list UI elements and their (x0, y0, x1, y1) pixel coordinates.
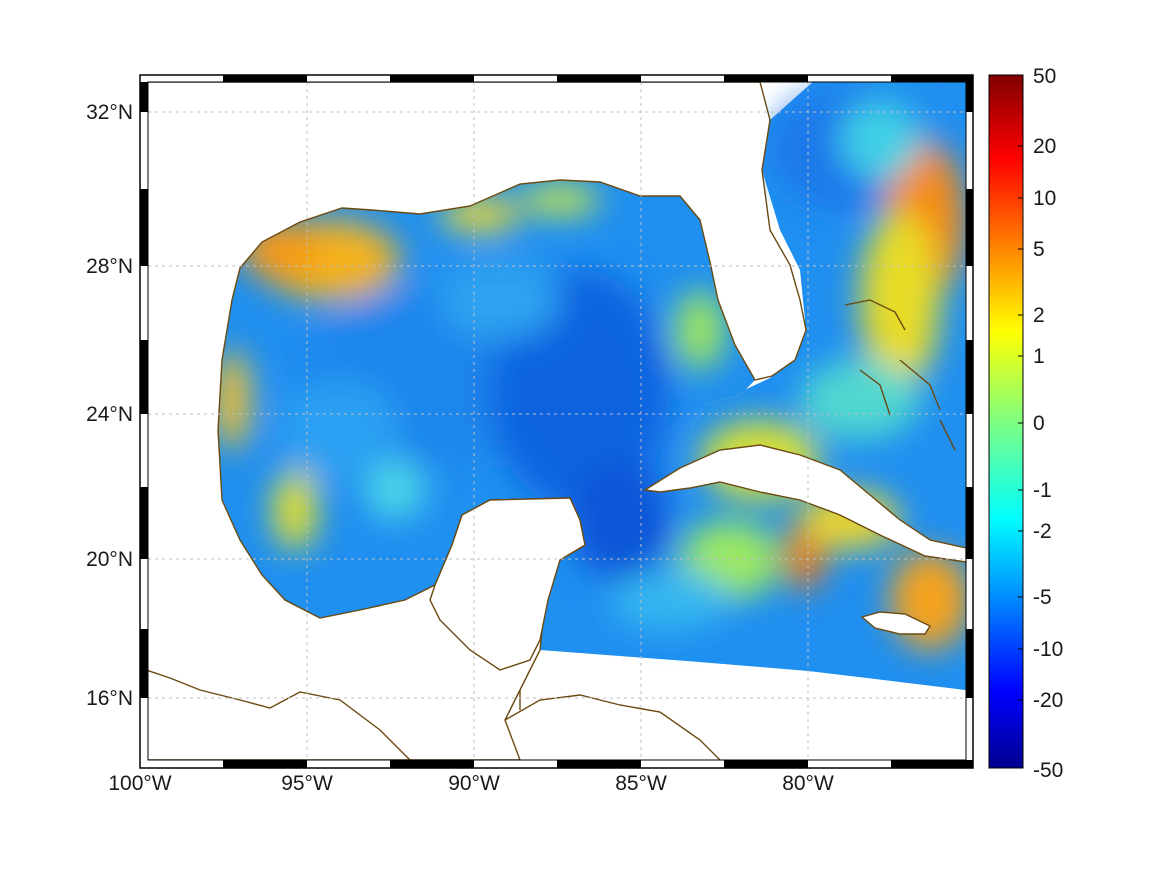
lon-tick-label: 85°W (615, 772, 667, 795)
colorbar: 50 20 10 5 2 1 0 -1 -2 -5 -10 -20 -50 (989, 65, 1063, 782)
colorbar-tick-label: 50 (1033, 65, 1056, 88)
colorbar-tick-label: -50 (1033, 759, 1063, 782)
colorbar-tick-label: 5 (1033, 238, 1045, 261)
lat-tick-label: 20°N (86, 548, 133, 571)
colorbar-tick-label: 0 (1033, 412, 1045, 435)
colorbar-tick-label: -2 (1033, 520, 1052, 543)
colorbar-gradient (989, 75, 1023, 768)
colorbar-tick-label: -10 (1033, 638, 1063, 661)
lat-tick-label: 28°N (86, 255, 133, 278)
lat-tick-label: 32°N (86, 101, 133, 124)
lon-tick-label: 80°W (782, 772, 834, 795)
lon-tick-label: 95°W (281, 772, 333, 795)
colorbar-tick-label: 20 (1033, 135, 1056, 158)
lon-tick-labels: 100°W 95°W 90°W 85°W 80°W (108, 772, 834, 795)
lat-tick-labels: 32°N 28°N 24°N 20°N 16°N (86, 101, 133, 710)
colorbar-tick-label: -5 (1033, 586, 1052, 609)
lon-tick-label: 100°W (108, 772, 171, 795)
colorbar-tick-label: 2 (1033, 304, 1045, 327)
lon-tick-label: 90°W (448, 772, 500, 795)
colorbar-tick-label: -20 (1033, 689, 1063, 712)
lat-tick-label: 24°N (86, 403, 133, 426)
colorbar-tick-label: 1 (1033, 345, 1045, 368)
lat-tick-label: 16°N (86, 687, 133, 710)
colorbar-tick-label: 10 (1033, 187, 1056, 210)
colorbar-tick-label: -1 (1033, 479, 1052, 502)
